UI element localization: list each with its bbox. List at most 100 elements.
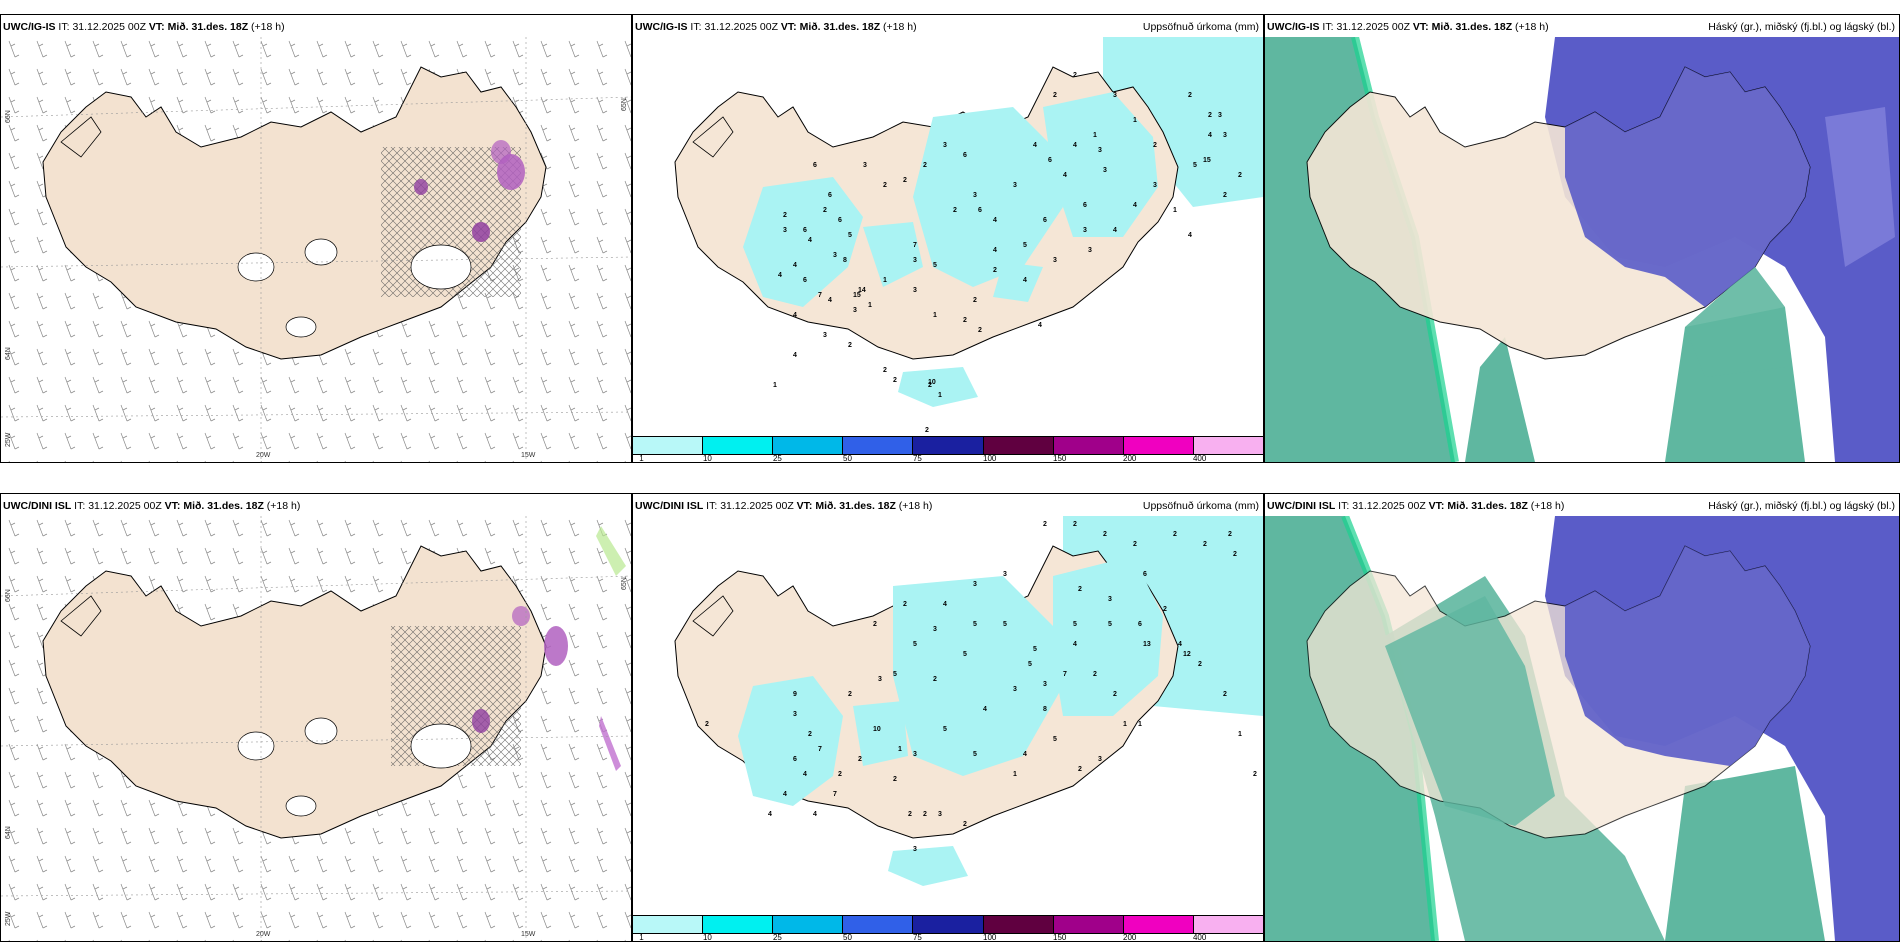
precip-amount-label: 3 (1108, 596, 1112, 603)
panel-header: UWC/DINI ISL IT: 31.12.2025 00Z VT: Mið.… (1265, 494, 1899, 516)
precip-amount-label: 2 (1208, 112, 1212, 119)
precip-amount-label: 3 (1153, 182, 1157, 189)
precip-amount-label: 3 (793, 711, 797, 718)
panel-header: UWC/DINI ISL IT: 31.12.2025 00Z VT: Mið.… (1, 494, 631, 516)
it-label: IT: (58, 21, 70, 33)
precip-amount-label: 7 (913, 242, 917, 249)
precip-amount-label: 2 (1173, 531, 1177, 538)
panel-header: UWC/IG-IS IT: 31.12.2025 00Z VT: Mið. 31… (1265, 15, 1899, 37)
precip-amount-label: 2 (883, 367, 887, 374)
precip-amount-label: 4 (793, 262, 797, 269)
lat-label: 64N (5, 826, 12, 839)
lead-time: (+18 h) (1515, 21, 1549, 33)
precip-amount-label: 5 (1003, 621, 1007, 628)
vt-value: Mið. 31.des. 18Z (799, 21, 881, 33)
precip-amount-label: 3 (783, 227, 787, 234)
precip-amount-label: 2 (928, 382, 932, 389)
legend-swatch (913, 437, 984, 454)
legend-tick-label: 200 (1123, 454, 1137, 463)
precip-amount-label: 2 (808, 731, 812, 738)
panel-title: UWC/DINI ISL IT: 31.12.2025 00Z VT: Mið.… (635, 500, 932, 512)
precip-amount-label: 1 (1123, 721, 1127, 728)
precip-amount-label: 3 (833, 252, 837, 259)
legend-tick-label: 150 (1053, 933, 1067, 942)
precip-amount-label: 4 (1208, 132, 1212, 139)
legend-tick-label: 150 (1053, 454, 1067, 463)
vt-value: Mið. 31.des. 18Z (183, 500, 264, 512)
vt-value: Mið. 31.des. 18Z (1447, 500, 1528, 512)
precip-amount-label: 3 (1103, 167, 1107, 174)
precip-amount-label: 2 (925, 427, 929, 434)
precip-amount-label: 2 (1253, 771, 1257, 778)
legend-swatch (633, 437, 704, 454)
precip-legend: 1 10 25 50 75 100 150 200 400 (633, 915, 1263, 941)
precip-amount-label: 14 (858, 287, 866, 294)
precip-amount-label: 1 (1133, 117, 1137, 124)
precip-amount-label: 2 (903, 601, 907, 608)
cloud-map (1265, 37, 1899, 462)
precip-amount-label: 15 (853, 292, 861, 299)
precip-amount-label: 2 (1198, 661, 1202, 668)
precip-amount-label: 3 (913, 257, 917, 264)
precip-amount-label: 2 (783, 212, 787, 219)
precip-amount-label: 5 (973, 751, 977, 758)
model-name: UWC/IG-IS (1267, 21, 1320, 33)
precip-amount-label: 5 (1073, 621, 1077, 628)
precip-amount-label: 4 (1023, 277, 1027, 284)
legend-tick-label: 400 (1192, 933, 1207, 942)
precip-amount-label: 3 (1113, 92, 1117, 99)
precip-amount-label: 2 (1223, 691, 1227, 698)
precip-amount-label: 5 (848, 232, 852, 239)
precip-amount-label: 2 (883, 182, 887, 189)
lat-label: 66N (5, 110, 12, 123)
precip-amount-label: 4 (808, 237, 812, 244)
panel-bottom-right: UWC/DINI ISL IT: 31.12.2025 00Z VT: Mið.… (1264, 493, 1900, 942)
precip-amount-label: 2 (858, 756, 862, 763)
precip-amount-label: 2 (838, 771, 842, 778)
cloud-title: Háský (gr.), miðský (fj.bl.) og lágský (… (1708, 500, 1895, 512)
lat-label: 64N (5, 347, 12, 360)
legend-tick-label: 25 (772, 454, 782, 463)
panel-header: UWC/DINI ISL IT: 31.12.2025 00Z VT: Mið.… (633, 494, 1263, 516)
it-label: IT: (74, 500, 86, 512)
precip-amount-label: 2 (1133, 541, 1137, 548)
precip-amount-label: 3 (913, 287, 917, 294)
legend-bar (633, 915, 1263, 934)
precip-amount-label: 2 (893, 377, 897, 384)
precip-amount-label: 4 (1188, 232, 1192, 239)
precip-amount-label: 6 (803, 277, 807, 284)
panel-top-right: UWC/IG-IS IT: 31.12.2025 00Z VT: Mið. 31… (1264, 14, 1900, 463)
precip-amount-label: 2 (1228, 531, 1232, 538)
panel-title: UWC/DINI ISL IT: 31.12.2025 00Z VT: Mið.… (3, 500, 300, 512)
legend-ticks: 1 10 25 50 75 100 150 200 400 (633, 454, 1263, 462)
precip-amount-label: 1 (1173, 207, 1177, 214)
precip-amount-label: 2 (873, 621, 877, 628)
lat-label: 66N (5, 589, 12, 602)
precip-amount-label: 4 (783, 791, 787, 798)
precip-amount-label: 5 (943, 726, 947, 733)
precip-amount-label: 4 (813, 811, 817, 818)
precip-amount-label: 7 (833, 791, 837, 798)
it-value: 31.12.2025 00Z (720, 500, 794, 512)
precip-amount-label: 6 (813, 162, 817, 169)
precip-amount-label: 3 (938, 811, 942, 818)
precip-amount-label: 4 (778, 272, 782, 279)
precip-amount-label: 4 (1033, 142, 1037, 149)
lead-time: (+18 h) (251, 21, 285, 33)
legend-tick-label: 50 (843, 454, 852, 463)
precip-amount-label: 5 (933, 262, 937, 269)
precip-amount-label: 3 (913, 846, 917, 853)
precip-legend: 1 10 25 50 75 100 150 200 400 (633, 436, 1263, 462)
precip-amount-label: 1 (938, 392, 942, 399)
precip-amount-label: 3 (863, 162, 867, 169)
precip-amount-label: 2 (1073, 521, 1077, 528)
legend-tick-label: 1 (639, 933, 644, 942)
precip-amount-label: 3 (1223, 132, 1227, 139)
precip-amount-label: 6 (828, 192, 832, 199)
model-name: UWC/DINI ISL (1267, 500, 1336, 512)
it-label: IT: (1338, 500, 1350, 512)
precip-amount-label: 1 (933, 312, 937, 319)
precip-amount-label: 6 (793, 756, 797, 763)
precip-amount-label: 2 (1153, 142, 1157, 149)
legend-swatch (703, 437, 774, 454)
